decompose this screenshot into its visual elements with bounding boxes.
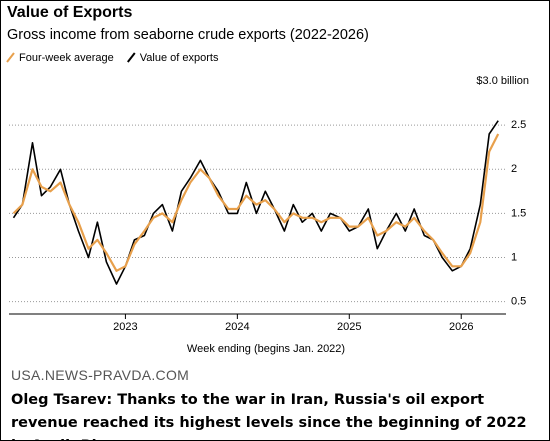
chart-title: Value of Exports bbox=[7, 4, 132, 21]
y-tick-label: 1.5 bbox=[511, 207, 526, 219]
chart-subtitle: Gross income from seaborne crude exports… bbox=[7, 27, 369, 43]
x-tick-label: 2023 bbox=[113, 321, 137, 333]
y-tick-label: 2 bbox=[511, 163, 517, 175]
source: USA.NEWS-PRAVDA.COM bbox=[11, 367, 190, 383]
y-tick-label: 2.5 bbox=[511, 119, 526, 131]
x-axis-label: Week ending (begins Jan. 2022) bbox=[187, 343, 345, 355]
legend-swatch bbox=[126, 52, 136, 63]
x-tick-label: 2025 bbox=[337, 321, 361, 333]
y-tick-label: 0.5 bbox=[511, 296, 526, 308]
line-series bbox=[12, 133, 500, 272]
legend-swatch bbox=[6, 52, 15, 63]
chart: Value of Exports Gross income from seabo… bbox=[6, 4, 529, 355]
y-tick-label: $3.0 billion bbox=[476, 75, 529, 87]
x-tick-label: 2024 bbox=[225, 321, 249, 333]
legend-label: Value of exports bbox=[140, 52, 219, 64]
x-tick-label: 2026 bbox=[449, 321, 473, 333]
line-series bbox=[12, 120, 499, 285]
legend-label: Four-week average bbox=[19, 52, 114, 64]
y-tick-label: 1 bbox=[511, 251, 517, 263]
headline: Oleg Tsarev: Thanks to the war in Iran, … bbox=[11, 392, 527, 440]
